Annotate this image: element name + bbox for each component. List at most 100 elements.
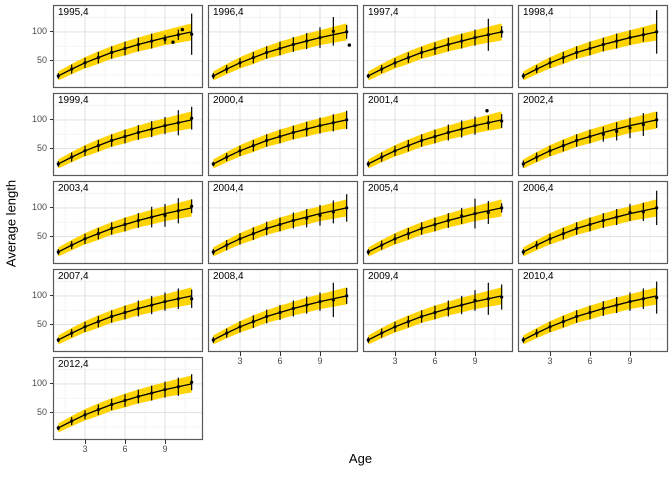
data-point	[521, 250, 525, 254]
data-point	[615, 215, 619, 219]
data-point	[601, 42, 605, 47]
facet-label: 1996,4	[213, 7, 244, 18]
x-tick-label: 3	[237, 356, 243, 366]
y-tick-mark	[49, 60, 53, 62]
facet-plot	[362, 268, 514, 353]
facet-panel: 2004,4	[207, 180, 359, 265]
data-point	[96, 56, 100, 60]
data-point	[136, 306, 140, 311]
data-point	[278, 46, 282, 51]
facet-label: 2003,4	[58, 183, 89, 194]
x-tick-label: 3	[392, 356, 398, 366]
facet-plot	[52, 4, 204, 89]
data-point	[433, 46, 437, 51]
facet-panel: 2008,4 3 6 9	[207, 268, 359, 366]
x-tick-label: 6	[277, 356, 283, 366]
data-point	[190, 204, 194, 208]
data-point	[238, 325, 242, 329]
data-point	[305, 127, 309, 131]
facet-panel: 2000,4	[207, 92, 359, 177]
data-point	[601, 218, 605, 223]
data-point	[446, 218, 450, 223]
data-point	[123, 310, 127, 315]
data-point	[628, 126, 632, 130]
data-point	[406, 232, 410, 236]
data-point	[136, 42, 140, 47]
facet-panel: 1995,4 100 50	[32, 4, 204, 89]
y-tick-mark	[49, 31, 53, 33]
x-tick-mark	[319, 352, 321, 356]
facet-plot	[362, 92, 514, 177]
data-point	[123, 134, 127, 139]
data-point	[473, 124, 477, 128]
data-point	[83, 413, 87, 417]
data-point	[641, 210, 645, 214]
data-point	[163, 124, 167, 128]
facet-label: 2002,4	[523, 95, 554, 106]
x-tick-mark	[239, 352, 241, 356]
y-tick-label: 50	[36, 319, 47, 330]
data-point	[251, 56, 255, 60]
data-point	[345, 30, 349, 34]
data-point	[433, 310, 437, 315]
data-point	[393, 61, 397, 65]
data-point	[123, 46, 127, 51]
facet-label: 2000,4	[213, 95, 244, 106]
y-tick-label: 100	[31, 290, 47, 301]
x-tick-mark	[394, 352, 396, 356]
data-point	[535, 155, 539, 159]
data-point	[366, 338, 370, 342]
data-point	[641, 122, 645, 127]
data-point	[265, 314, 269, 319]
data-point	[535, 243, 539, 247]
data-point	[291, 42, 295, 47]
data-point	[575, 314, 579, 319]
data-point	[251, 320, 255, 324]
data-point	[548, 325, 552, 329]
data-point	[176, 33, 180, 37]
data-point	[265, 226, 269, 231]
facet-label: 2007,4	[58, 271, 89, 282]
facet-label: 2010,4	[523, 271, 554, 282]
data-point	[655, 30, 659, 34]
x-tick-label: 9	[317, 356, 323, 366]
data-point	[225, 331, 229, 335]
data-point	[150, 127, 154, 131]
data-point	[460, 39, 464, 43]
data-point	[150, 391, 154, 395]
y-axis-title: Average length	[3, 179, 19, 268]
x-tick-label: 3	[547, 356, 553, 366]
data-point	[56, 74, 60, 78]
data-point	[655, 206, 659, 210]
y-tick-mark	[49, 148, 53, 150]
data-point	[446, 42, 450, 47]
y-tick-mark	[49, 236, 53, 238]
data-point	[110, 314, 114, 319]
data-point	[473, 298, 477, 303]
data-point	[150, 303, 154, 307]
data-point	[548, 149, 552, 153]
facet-plot	[207, 4, 359, 89]
data-point	[406, 56, 410, 60]
data-point	[641, 297, 645, 301]
data-point	[211, 162, 215, 166]
data-point	[211, 250, 215, 254]
data-point	[56, 162, 60, 166]
data-point	[345, 206, 349, 210]
facet-label: 2001,4	[368, 95, 399, 106]
data-point	[238, 61, 242, 65]
data-point	[486, 297, 490, 301]
outlier-point	[180, 27, 185, 32]
data-point	[318, 36, 322, 40]
facet-label: 2005,4	[368, 183, 399, 194]
data-point	[318, 124, 322, 128]
data-point	[211, 74, 215, 78]
data-point	[393, 149, 397, 153]
facet-panel: 1999,4 100 50	[32, 92, 204, 177]
data-point	[163, 300, 167, 304]
x-tick-label: 6	[587, 356, 593, 366]
data-point	[70, 243, 74, 247]
facet-panel: 2009,4 3 6 9	[362, 268, 514, 366]
data-point	[486, 121, 490, 125]
data-point	[251, 232, 255, 236]
